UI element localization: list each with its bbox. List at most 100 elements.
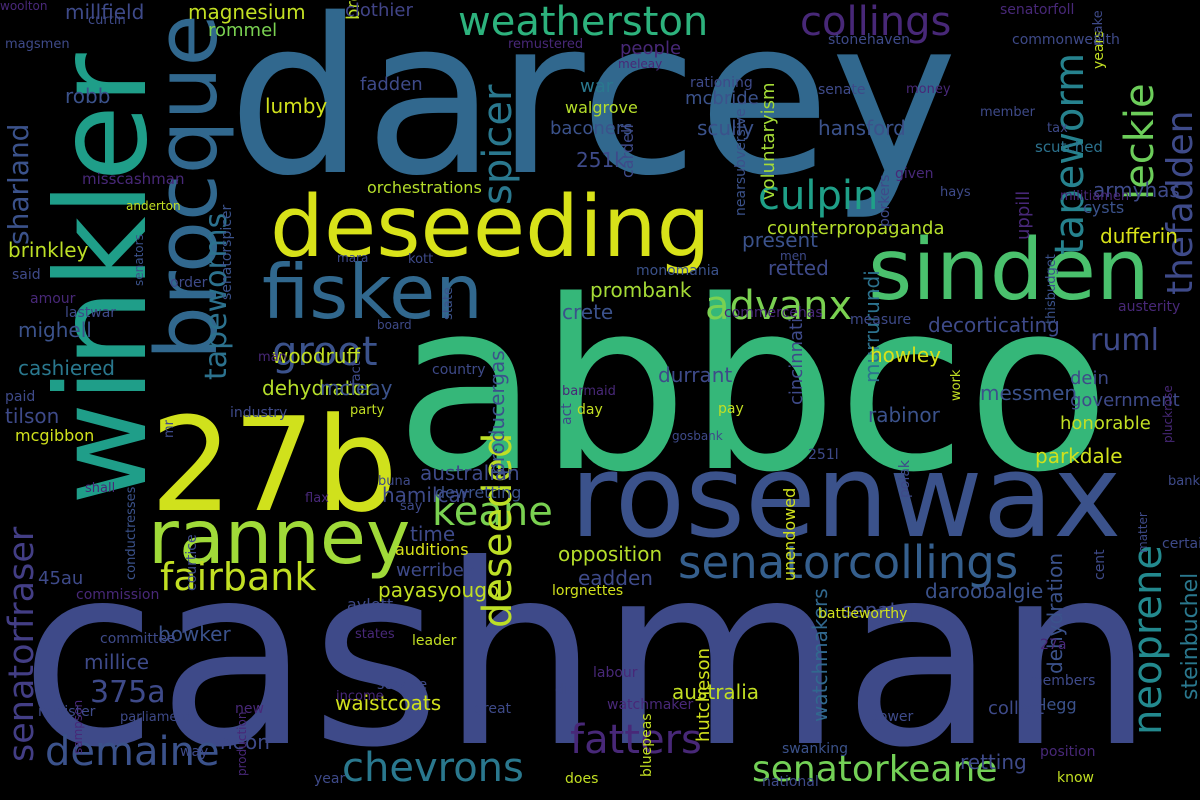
word-109: retting bbox=[960, 750, 1027, 774]
word-65: dufferin bbox=[1100, 224, 1178, 248]
word-27: neoprene bbox=[1125, 545, 1171, 735]
word-15: spicer bbox=[475, 84, 521, 205]
word-144: position bbox=[1040, 744, 1096, 760]
word-200: woolton bbox=[0, 0, 48, 13]
word-23: chevrons bbox=[342, 745, 524, 791]
word-35: decorticating bbox=[928, 313, 1060, 337]
word-67: prombank bbox=[590, 278, 692, 302]
word-98: unendowed bbox=[780, 487, 799, 581]
word-143: members bbox=[1029, 673, 1096, 689]
word-39: voluntaryism bbox=[758, 82, 779, 200]
word-70: mighell bbox=[18, 318, 92, 342]
word-180: new bbox=[235, 701, 264, 717]
word-194: cent bbox=[1092, 549, 1108, 580]
word-51: fadden bbox=[360, 74, 423, 95]
word-106: dehydration bbox=[1043, 553, 1067, 674]
word-188: 251l bbox=[808, 447, 839, 463]
word-136: parliament bbox=[120, 710, 191, 725]
word-6: deseeding bbox=[270, 178, 711, 277]
word-26: senatorkeane bbox=[752, 749, 998, 790]
word-47: mcbride bbox=[685, 88, 759, 109]
word-81: government bbox=[1070, 390, 1180, 411]
word-166: porkers bbox=[877, 174, 893, 227]
word-9: fisken bbox=[262, 248, 483, 336]
word-192: bank bbox=[1168, 474, 1200, 489]
word-130: gosbank bbox=[672, 429, 723, 443]
word-145: national bbox=[762, 774, 819, 790]
word-58: cardell bbox=[618, 124, 637, 178]
word-83: parkdale bbox=[1035, 444, 1123, 468]
word-181: way bbox=[180, 744, 209, 760]
word-108: neon bbox=[220, 730, 270, 754]
word-157: meleay bbox=[618, 57, 663, 71]
word-184: did bbox=[555, 682, 577, 698]
word-183: great bbox=[474, 701, 512, 717]
word-191: certain bbox=[1162, 536, 1200, 552]
word-78: howley bbox=[870, 343, 941, 367]
word-45: people bbox=[620, 38, 682, 59]
word-25: fatters bbox=[570, 717, 702, 763]
word-127: militiamen bbox=[1060, 189, 1130, 204]
word-118: watchmaker bbox=[607, 697, 694, 713]
word-95: payasyougo bbox=[378, 578, 500, 602]
word-20: groot bbox=[272, 329, 378, 375]
word-101: aylett bbox=[347, 595, 394, 614]
word-187: pay bbox=[718, 401, 744, 417]
word-71: cashiered bbox=[18, 356, 115, 380]
word-137: committee bbox=[100, 631, 176, 647]
word-135: sampson bbox=[71, 699, 85, 754]
word-61: armyhas bbox=[1093, 178, 1180, 202]
word-173: man bbox=[258, 350, 287, 365]
word-132: senators bbox=[132, 234, 146, 286]
word-87: dewretting bbox=[435, 483, 522, 502]
word-199: say bbox=[400, 499, 423, 514]
word-12: weatherston bbox=[458, 0, 709, 45]
word-59: orchestrations bbox=[367, 178, 482, 197]
word-172: order bbox=[170, 275, 208, 291]
word-196: power bbox=[870, 709, 914, 725]
word-24: demaine bbox=[45, 729, 220, 775]
word-133: anderton bbox=[126, 199, 181, 213]
word-11: senatorcollings bbox=[678, 536, 1019, 589]
word-150: shall bbox=[85, 481, 116, 496]
word-19: advanx bbox=[705, 283, 853, 329]
word-121: pluckrose bbox=[1161, 385, 1175, 443]
word-102: bowker bbox=[158, 622, 231, 646]
word-126: magsmen bbox=[5, 37, 70, 52]
word-52: walgrove bbox=[565, 98, 638, 117]
word-116: lorgnettes bbox=[552, 583, 624, 599]
word-177: flax bbox=[305, 491, 329, 506]
word-164: hays bbox=[940, 185, 971, 200]
word-48: scully bbox=[697, 116, 755, 140]
word-160: member bbox=[980, 105, 1035, 120]
word-13: collings bbox=[800, 0, 952, 45]
word-111: conductresses bbox=[124, 486, 139, 580]
word-186: day bbox=[577, 402, 603, 418]
word-171: amour bbox=[30, 291, 76, 307]
word-161: tax bbox=[1047, 121, 1068, 136]
word-115: commercehas bbox=[724, 305, 823, 321]
word-113: nearsubversive bbox=[733, 108, 749, 216]
word-72: dehydrator bbox=[262, 376, 373, 400]
word-195: 27a bbox=[1040, 637, 1067, 653]
word-41: magnesium bbox=[188, 0, 306, 24]
word-55: hansford bbox=[818, 116, 906, 140]
word-165: given bbox=[895, 166, 934, 182]
word-2: darcey bbox=[228, 0, 958, 223]
word-5: 27b bbox=[150, 389, 398, 541]
word-182: year bbox=[314, 771, 346, 787]
word-153: board bbox=[377, 318, 412, 332]
word-139: rationing bbox=[690, 75, 753, 91]
word-134: production bbox=[235, 711, 249, 776]
word-174: paid bbox=[5, 389, 36, 405]
word-74: durrant bbox=[658, 363, 733, 387]
word-33: 375a bbox=[90, 675, 166, 710]
word-54: 251k bbox=[576, 148, 626, 172]
word-168: kott bbox=[408, 252, 434, 267]
word-31: sharland bbox=[2, 123, 35, 245]
word-147: labour bbox=[593, 665, 638, 681]
word-43: rommel bbox=[208, 20, 278, 41]
word-152: income bbox=[336, 689, 384, 704]
word-93: eadden bbox=[578, 566, 653, 590]
word-66: retted bbox=[768, 256, 829, 280]
